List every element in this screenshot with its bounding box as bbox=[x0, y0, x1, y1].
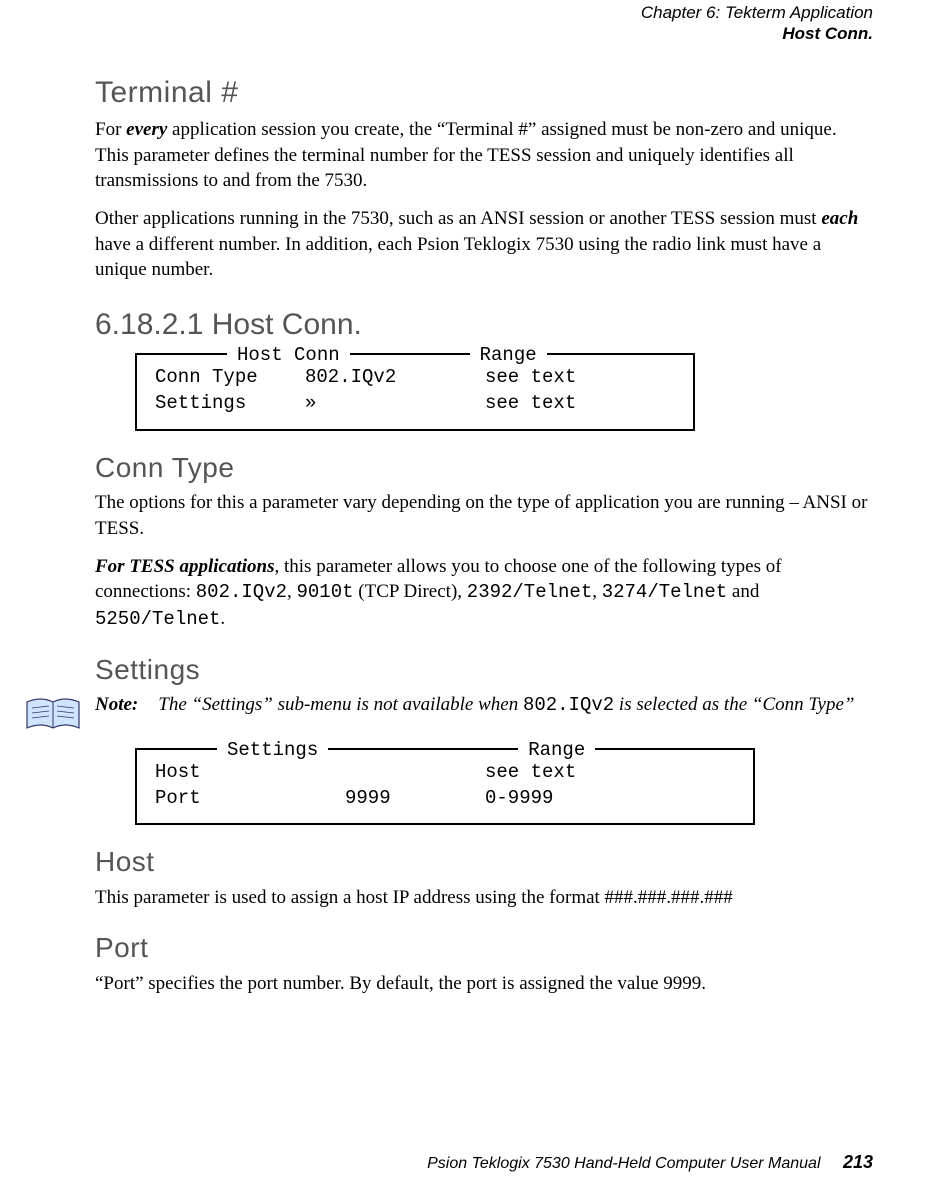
book-icon bbox=[23, 694, 83, 742]
footer: Psion Teklogix 7530 Hand-Held Computer U… bbox=[427, 1150, 873, 1175]
para-terminal-1: For every application session you create… bbox=[95, 117, 873, 194]
para-terminal-2: Other applications running in the 7530, … bbox=[95, 206, 873, 283]
para-conntype-2: For TESS applications, this parameter al… bbox=[95, 554, 873, 633]
heading-settings: Settings bbox=[95, 651, 873, 689]
hostconn-legend-left: Host Conn bbox=[227, 343, 350, 369]
table-row: Conn Type 802.IQv2 see text bbox=[155, 365, 675, 391]
note: Note: The “Settings” sub-menu is not ava… bbox=[23, 692, 873, 742]
running-header: Chapter 6: Tekterm Application Host Conn… bbox=[95, 0, 873, 45]
chapter-label: Chapter 6: Tekterm Application bbox=[95, 2, 873, 23]
table-row: Settings » see text bbox=[155, 391, 675, 417]
note-text: The “Settings” sub-menu is not available… bbox=[158, 692, 873, 719]
hostconn-box: Host Conn Range Conn Type 802.IQv2 see t… bbox=[135, 353, 695, 430]
settings-legend-left: Settings bbox=[217, 738, 328, 764]
note-label: Note: bbox=[95, 692, 138, 719]
heading-hostconn: 6.18.2.1 Host Conn. bbox=[95, 305, 873, 346]
table-row: Port 9999 0-9999 bbox=[155, 786, 735, 812]
page-number: 213 bbox=[843, 1152, 873, 1172]
heading-port: Port bbox=[95, 929, 873, 967]
table-row: Host see text bbox=[155, 760, 735, 786]
settings-box: Settings Range Host see text Port 9999 0… bbox=[135, 748, 755, 825]
para-conntype-1: The options for this a parameter vary de… bbox=[95, 490, 873, 541]
footer-title: Psion Teklogix 7530 Hand-Held Computer U… bbox=[427, 1155, 820, 1172]
heading-conntype: Conn Type bbox=[95, 449, 873, 487]
section-label: Host Conn. bbox=[95, 23, 873, 44]
para-port: “Port” specifies the port number. By def… bbox=[95, 971, 873, 997]
page: Chapter 6: Tekterm Application Host Conn… bbox=[0, 0, 928, 1197]
hostconn-legend-right: Range bbox=[470, 343, 547, 369]
para-host: This parameter is used to assign a host … bbox=[95, 885, 873, 911]
heading-terminal: Terminal # bbox=[95, 73, 873, 114]
settings-legend-right: Range bbox=[518, 738, 595, 764]
heading-host: Host bbox=[95, 843, 873, 881]
